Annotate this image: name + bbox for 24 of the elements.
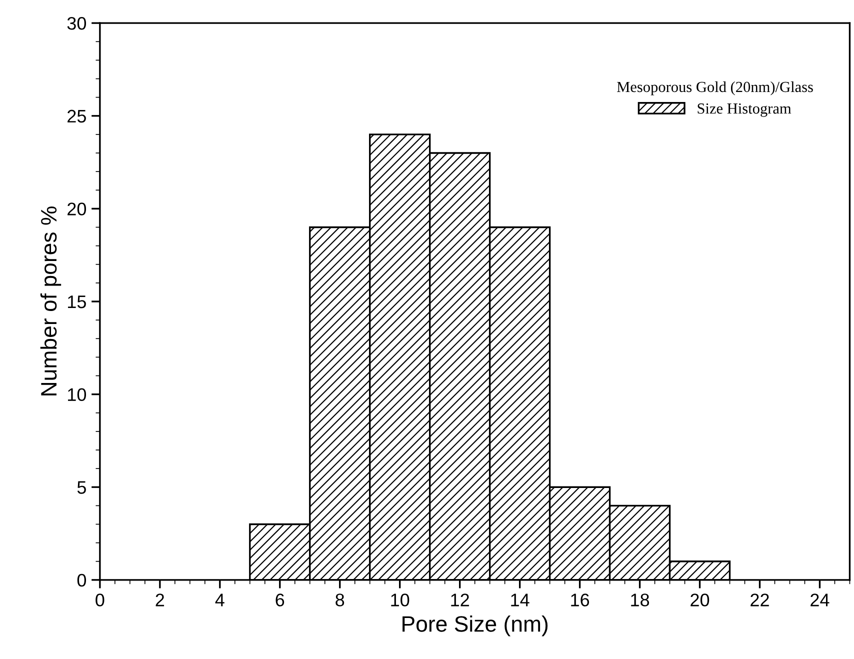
y-tick-label: 10 <box>68 388 86 402</box>
y-axis-title: Number of pores % <box>40 206 62 396</box>
y-tick-label: 25 <box>68 110 86 123</box>
x-tick-label: 22 <box>750 594 769 606</box>
x-tick-label: 18 <box>631 594 650 606</box>
x-tick-label: 10 <box>391 594 410 606</box>
x-tick-label: 14 <box>511 594 530 606</box>
x-tick-label: 0 <box>96 594 104 606</box>
x-tick-label: 2 <box>156 594 164 606</box>
y-tick-label: 0 <box>77 574 86 587</box>
x-axis-title: Pore Size (nm) <box>402 616 548 636</box>
x-tick-label: 12 <box>451 594 469 606</box>
x-tick-label: 20 <box>690 594 710 606</box>
y-tick-label: 30 <box>67 17 86 30</box>
legend-title: Mesoporous Gold (20nm)/Glass <box>617 81 813 96</box>
x-tick-label: 6 <box>276 594 284 606</box>
x-tick-label: 24 <box>810 594 830 606</box>
legend-label: Size Histogram <box>698 103 792 117</box>
y-tick-label: 5 <box>77 481 86 494</box>
x-tick-label: 8 <box>336 594 344 606</box>
y-tick-label: 15 <box>68 296 86 308</box>
y-tick-label: 20 <box>68 202 86 216</box>
x-tick-label: 4 <box>215 594 224 606</box>
x-tick-label: 16 <box>571 594 590 606</box>
